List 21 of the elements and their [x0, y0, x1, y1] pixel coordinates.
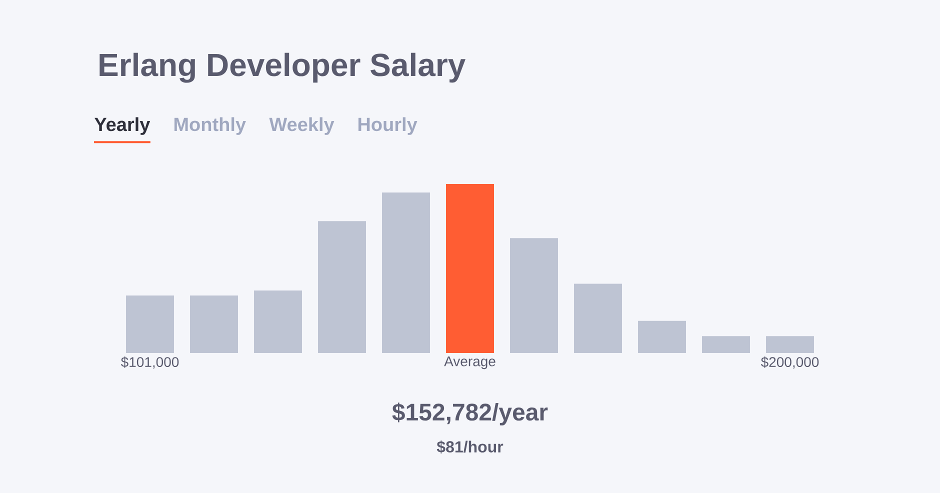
bar [382, 192, 430, 353]
text: Hourly [358, 117, 418, 135]
text: Monthly [174, 117, 246, 135]
bar [702, 336, 750, 353]
text: $81/hour [436, 440, 504, 454]
chart-title: Erlang Developer Salary [100, 52, 466, 83]
text: $152,782/year [392, 402, 548, 426]
bar [574, 284, 622, 353]
x-tick-label: $200,000 [760, 356, 819, 369]
bar [190, 296, 238, 353]
x-tick-label: $101,000 [120, 356, 179, 369]
bar [254, 290, 302, 353]
bar [510, 238, 558, 353]
bar [446, 184, 494, 353]
bar [766, 336, 814, 353]
text: Yearly [94, 117, 150, 135]
bar [638, 320, 686, 353]
text: Weekly [269, 117, 334, 135]
bar [126, 296, 174, 353]
x-tick-label: Average [444, 356, 496, 370]
bar [318, 221, 366, 353]
